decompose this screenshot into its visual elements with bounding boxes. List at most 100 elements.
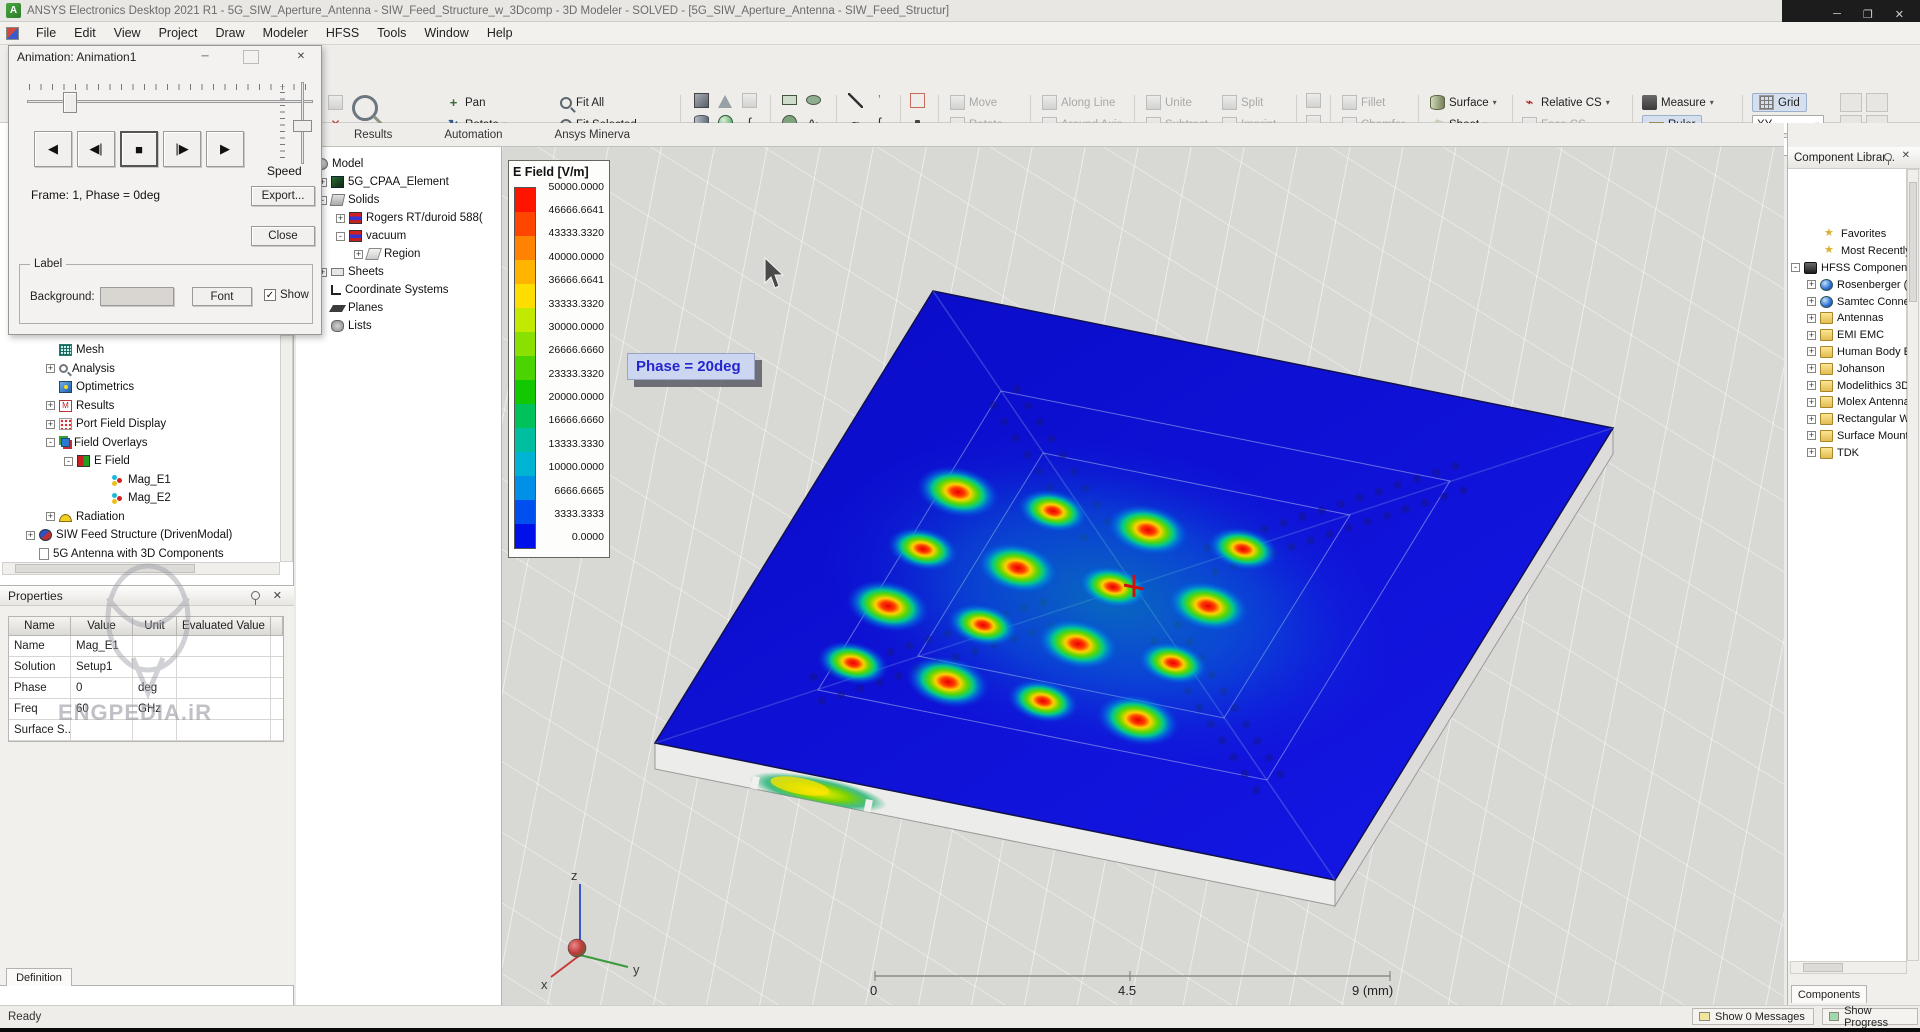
tree-item[interactable]: Coordinate Systems [302,281,498,299]
tree-item[interactable]: Mag_E2 [2,489,278,508]
draw-tool-icon[interactable] [742,93,757,108]
tree-item[interactable]: - vacuum [302,227,498,245]
pan-button[interactable]: + Pan [446,93,486,112]
tree-item[interactable]: + Molex Antenna [1791,394,1917,411]
draw-cone-icon[interactable] [718,95,732,108]
font-button[interactable]: Font [192,287,252,306]
project-tree-vscrollbar[interactable] [280,335,293,562]
export-button[interactable]: Export... [251,186,315,206]
tree-item[interactable]: + 5G_CPAA_Element [302,173,498,191]
tree-item[interactable]: - Solids [302,191,498,209]
dock-tab[interactable]: Results [354,128,393,141]
tree-item[interactable]: + Region [302,245,498,263]
expander-icon[interactable]: + [46,400,55,411]
component-library-vscrollbar[interactable] [1907,169,1919,961]
boolean-icon[interactable] [1306,93,1321,108]
fit-all-button[interactable]: Fit All [560,93,604,112]
tree-item[interactable]: - E Field [2,452,278,471]
along-line-button[interactable]: Along Line [1042,93,1115,112]
dialog-close-button[interactable]: Close [251,226,315,246]
step-forward-button[interactable]: |▶ [163,131,201,167]
wirebox-icon[interactable] [910,93,925,108]
show-checkbox[interactable]: ✓ Show [264,289,309,301]
dialog-minimize-button[interactable]: ─ [201,51,209,62]
prop-value[interactable] [71,720,133,740]
play-reverse-button[interactable]: ◀ [34,131,72,167]
dialog-restore-button[interactable] [243,50,259,64]
speed-slider-thumb[interactable] [293,120,312,132]
properties-row[interactable]: Solution Setup1 [9,657,283,678]
prop-value[interactable]: 60 [71,699,133,719]
menu-item[interactable]: View [113,25,141,40]
expander-icon[interactable]: + [1807,296,1816,307]
expander-icon[interactable]: + [1807,312,1816,323]
tree-item[interactable]: + Sheets [302,263,498,281]
background-color-swatch[interactable] [100,287,174,306]
pin-icon[interactable] [251,591,260,605]
draw-curve-icon[interactable]: ʃ [872,115,887,130]
tree-item[interactable]: + Radiation [2,508,278,527]
properties-row[interactable]: Phase 0 deg [9,678,283,699]
menu-item[interactable]: Draw [215,25,245,40]
menu-item[interactable]: Modeler [262,25,308,40]
draw-line-icon[interactable] [848,93,863,108]
component-library-hscrollbar[interactable] [1790,961,1907,974]
animation-dialog[interactable]: Animation: Animation1 ─ ✕ ◀ ◀| ■ |▶ ▶ Fr… [8,45,322,335]
stop-button[interactable]: ■ [120,131,158,167]
dialog-close-icon[interactable]: ✕ [296,51,306,62]
expander-icon[interactable]: + [336,212,345,223]
tree-item[interactable]: + Modelithics 3D [1791,377,1917,394]
expander-icon[interactable]: + [46,363,55,374]
tree-item[interactable]: + SIW Feed Structure (DrivenModal) [2,526,278,545]
tree-item[interactable]: 5G Antenna with 3D Components [2,545,278,564]
frame-slider[interactable] [27,100,313,103]
menu-item[interactable]: Window [424,25,469,40]
relative-cs-button[interactable]: ⌁ Relative CS ▾ [1522,93,1610,112]
menu-item[interactable]: Project [158,25,198,40]
tree-item[interactable]: + Port Field Display [2,415,278,434]
expander-icon[interactable]: + [1807,363,1816,374]
prop-value[interactable]: Mag_E1 [71,636,133,656]
tree-item[interactable]: Mag_E1 [2,471,278,490]
point-icon[interactable] [915,120,920,125]
animation-dialog-title[interactable]: Animation: Animation1 [17,50,137,64]
tree-item[interactable]: Favorites [1791,226,1917,243]
tree-item[interactable]: + Results [2,397,278,416]
tree-item[interactable]: - Field Overlays [2,434,278,453]
components-tab[interactable]: Components [1791,985,1867,1003]
tree-item[interactable]: + Analysis [2,360,278,379]
tree-item[interactable]: + Human Body E [1791,344,1917,361]
tree-item[interactable]: + Surface Mount [1791,428,1917,445]
draw-box-icon[interactable] [694,93,709,108]
play-forward-button[interactable]: ▶ [206,131,244,167]
zoom-icon[interactable] [352,95,378,121]
dock-tab[interactable]: Automation [444,128,503,141]
expander-icon[interactable]: + [1807,279,1816,290]
field-legend[interactable]: E Field [V/m] 50000.0000 46666.6641 43333.… [508,160,610,558]
prop-value[interactable]: Setup1 [71,657,133,677]
definition-tab[interactable]: Definition [6,968,72,986]
measure-button[interactable]: Measure ▾ [1642,93,1714,112]
expander-icon[interactable]: - [64,456,73,466]
tree-item[interactable]: Optimetrics [2,378,278,397]
step-back-button[interactable]: ◀| [77,131,115,167]
menu-item[interactable]: HFSS [325,25,360,40]
properties-row[interactable]: Freq 60 GHz [9,699,283,720]
close-button[interactable]: ✕ [1894,8,1904,21]
minimize-button[interactable]: ─ [1833,8,1841,20]
split-button[interactable]: Split [1222,93,1263,112]
unite-button[interactable]: Unite [1146,93,1192,112]
tree-item[interactable]: - HFSS Components [1791,260,1917,277]
tree-item[interactable]: Mesh [2,341,278,360]
menu-item[interactable]: Help [486,25,513,40]
phase-annotation[interactable]: Phase = 20deg [627,353,755,380]
surface-button[interactable]: Surface ▾ [1430,93,1497,112]
expander-icon[interactable]: - [46,438,55,448]
tree-item[interactable]: + TDK [1791,444,1917,461]
expander-icon[interactable]: + [46,418,55,429]
menu-item[interactable]: File [36,25,57,40]
snap-grid-button[interactable] [1840,93,1862,112]
menu-item[interactable]: Tools [377,25,407,40]
pin-icon[interactable] [1884,153,1892,165]
expander-icon[interactable]: + [1807,430,1816,441]
